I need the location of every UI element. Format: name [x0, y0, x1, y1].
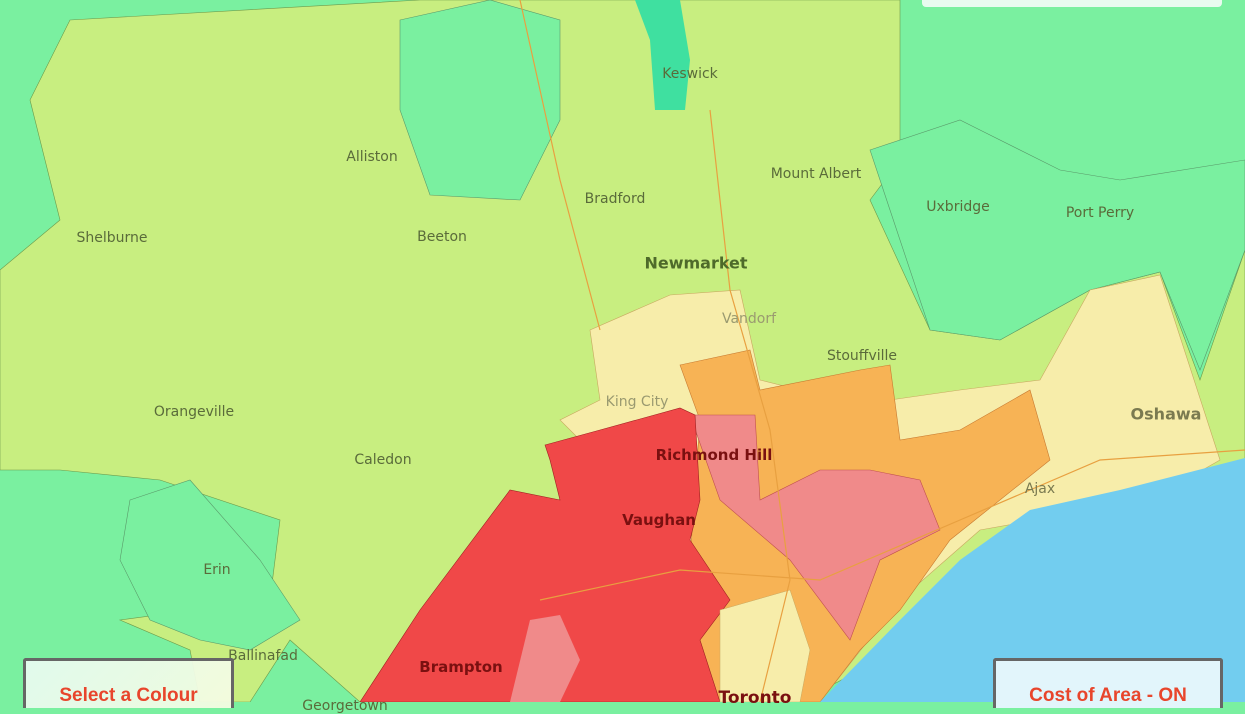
place-label: Toronto [718, 688, 792, 708]
place-label: Shelburne [76, 230, 148, 246]
place-label: Newmarket [644, 253, 748, 273]
place-label: Alliston [346, 149, 398, 165]
region-low-erin [119, 479, 301, 651]
place-label: Brampton [419, 658, 503, 676]
highway-route [519, 0, 1245, 702]
place-label: Bradford [584, 191, 646, 207]
place-label: Richmond Hill [655, 446, 773, 464]
region-mid-toronto [719, 589, 811, 702]
region-highest [359, 407, 731, 702]
place-label: Erin [203, 562, 231, 578]
place-label: Stouffville [826, 348, 898, 364]
region-low-north [399, 0, 561, 201]
place-label: Vaughan [622, 511, 696, 529]
place-label: Georgetown [302, 698, 388, 714]
place-label: Ballinafad [228, 648, 298, 664]
place-label: Caledon [354, 452, 412, 468]
cost-of-area-toggle[interactable]: Cost of Area - ON [993, 658, 1223, 708]
region-high-west [510, 615, 580, 702]
search-box[interactable] [922, 0, 1222, 7]
place-label: Vandorf [721, 311, 777, 327]
place-label: Oshawa [1130, 404, 1202, 424]
region-low-east [869, 119, 1245, 371]
region-high [689, 414, 941, 641]
place-label: Port Perry [1065, 205, 1135, 221]
place-label: Mount Albert [770, 166, 862, 182]
lake-simcoe-shore [635, 0, 690, 110]
place-label: Ajax [1024, 481, 1056, 497]
place-label: Uxbridge [926, 199, 990, 215]
place-label: Keswick [662, 66, 718, 82]
lake-ontario [820, 458, 1245, 702]
place-label: Orangeville [153, 404, 235, 420]
place-label: Beeton [417, 229, 467, 245]
place-label: King City [605, 394, 669, 410]
select-colour-button[interactable]: Select a Colour [23, 658, 234, 708]
